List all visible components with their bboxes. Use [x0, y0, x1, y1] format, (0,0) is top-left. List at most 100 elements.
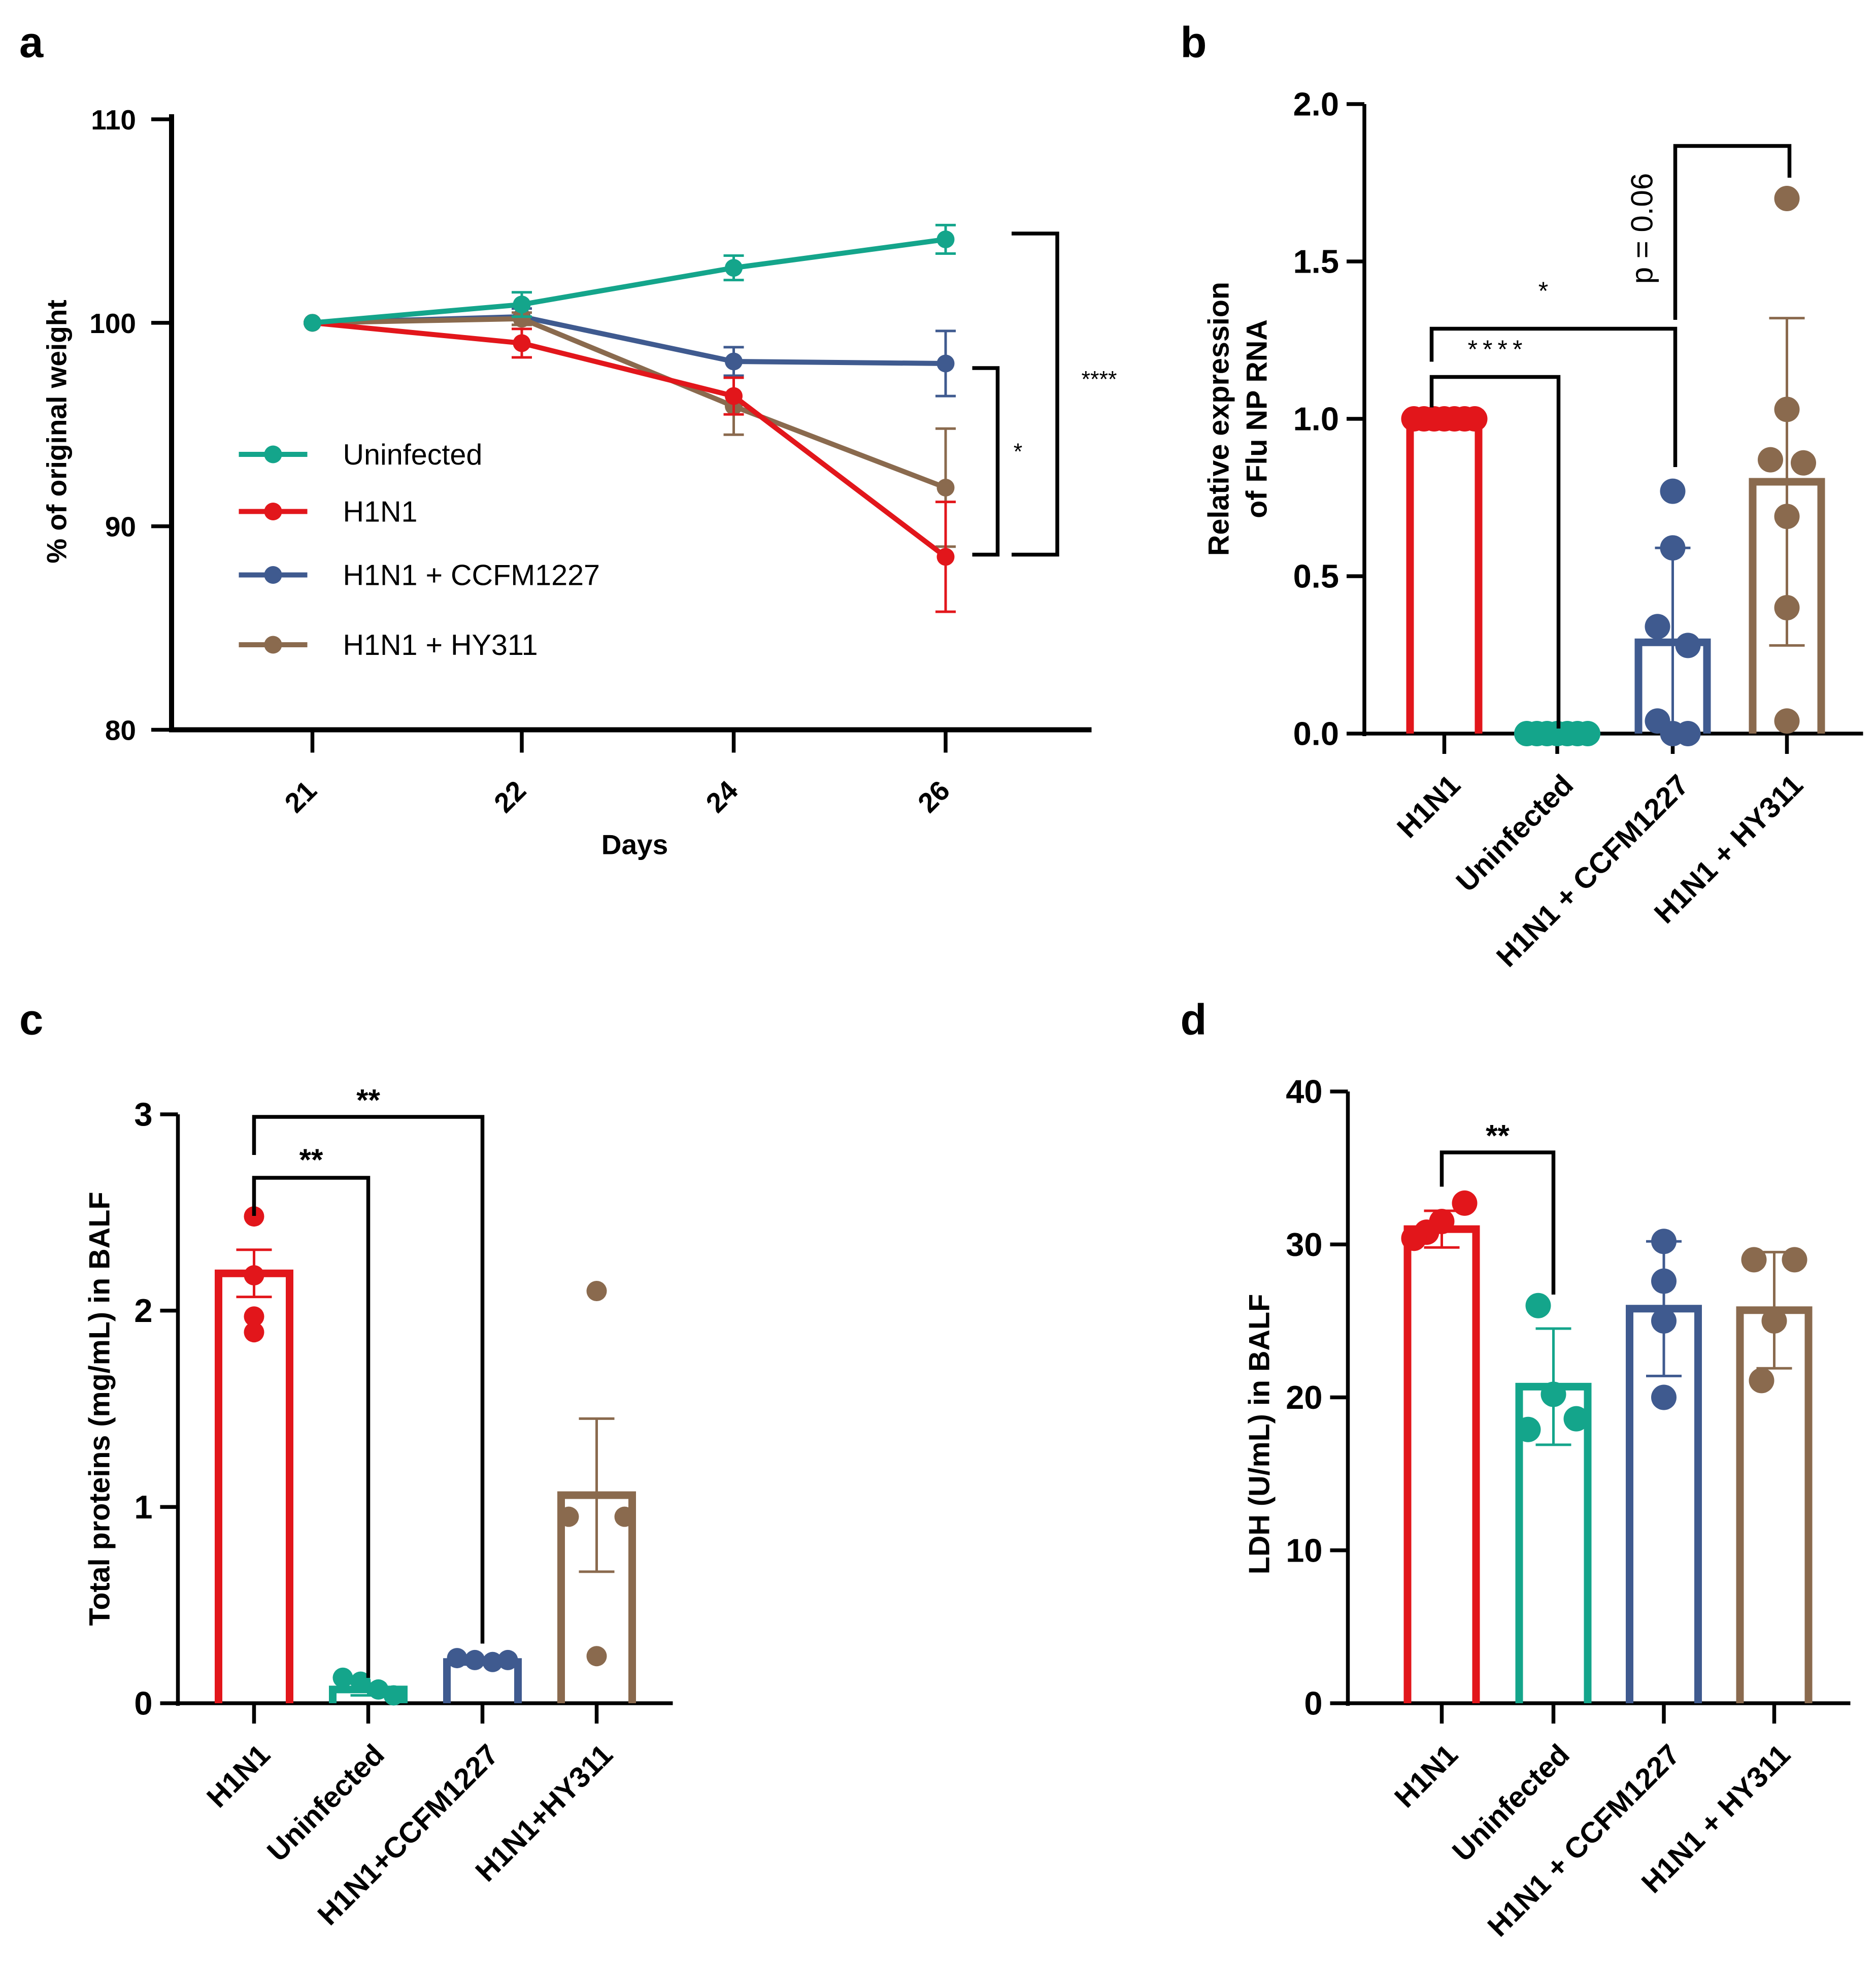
- data-point: [513, 334, 531, 352]
- y-axis-label: of Flu NP RNA: [1241, 319, 1274, 518]
- significance-bracket: [252, 1176, 371, 1678]
- y-tick-label: 0.0: [1293, 715, 1339, 752]
- data-point: [482, 1651, 503, 1672]
- data-point: [497, 1649, 518, 1670]
- legend-label: H1N1 + CCFM1227: [343, 559, 600, 592]
- data-point: [244, 1322, 264, 1343]
- legend-marker: [264, 503, 282, 520]
- data-point: [1452, 1190, 1478, 1216]
- series-line-1: [312, 320, 948, 559]
- data-point: [1660, 535, 1686, 561]
- legend-label: H1N1: [343, 496, 418, 528]
- data-point: [350, 1671, 371, 1692]
- data-point: [513, 310, 531, 328]
- y-tick-label: 100: [89, 308, 136, 339]
- legend-label: H1N1 + HY311: [343, 629, 538, 661]
- x-tick-label: H1N1 + CCFM1227: [1490, 769, 1695, 973]
- y-tick-label: 0: [1304, 1685, 1322, 1722]
- data-point: [1675, 721, 1701, 746]
- x-tick-label: 21: [279, 775, 323, 819]
- y-tick-label: 0.5: [1293, 558, 1339, 595]
- data-point: [1749, 1368, 1774, 1394]
- x-tick-label: Uninfected: [1450, 769, 1580, 898]
- y-tick-label: 2: [134, 1292, 152, 1329]
- data-point: [1651, 1308, 1677, 1334]
- legend-marker: [264, 445, 282, 464]
- data-point: [1651, 1268, 1677, 1294]
- y-axis-label: % of original weight: [41, 300, 73, 563]
- data-point: [244, 1265, 264, 1286]
- data-point: [1675, 633, 1701, 658]
- data-point: [1563, 1406, 1589, 1432]
- y-tick-label: 1: [134, 1488, 152, 1526]
- y-axis-label: Total proteins (mg/mL) in BALF: [83, 1192, 116, 1626]
- y-tick-label: 2.0: [1293, 86, 1339, 123]
- significance-label: ****: [1468, 335, 1528, 363]
- data-point: [1774, 708, 1800, 734]
- data-point: [1651, 1229, 1677, 1254]
- data-point: [1462, 406, 1488, 432]
- significance-label: **: [1486, 1119, 1510, 1153]
- data-point: [725, 387, 743, 405]
- data-point: [586, 1646, 607, 1667]
- significance-bracket: [252, 1115, 485, 1644]
- data-point: [725, 352, 743, 371]
- data-point: [936, 548, 955, 566]
- significance-label: ****: [1081, 367, 1117, 392]
- x-tick-label: H1N1: [1388, 1738, 1464, 1814]
- data-point: [1774, 504, 1800, 530]
- y-tick-label: 10: [1286, 1532, 1322, 1569]
- data-point: [1758, 447, 1783, 473]
- y-tick-label: 1.0: [1293, 401, 1339, 438]
- data-point: [1575, 721, 1600, 746]
- data-point: [1774, 396, 1800, 422]
- data-point: [1774, 595, 1800, 620]
- x-tick-label: H1N1 + CCFM1227: [1482, 1738, 1686, 1943]
- data-point: [332, 1667, 353, 1688]
- y-tick-label: 3: [134, 1096, 152, 1133]
- significance-label: *: [1014, 439, 1023, 465]
- data-point: [936, 354, 955, 373]
- data-point: [1651, 1384, 1677, 1410]
- y-tick-label: 40: [1286, 1073, 1322, 1110]
- data-point: [1401, 1226, 1427, 1251]
- data-point: [368, 1679, 389, 1700]
- y-tick-label: 20: [1286, 1379, 1322, 1416]
- y-tick-label: 1.5: [1293, 243, 1339, 280]
- significance-label: *: [1538, 277, 1548, 305]
- data-point: [936, 479, 955, 497]
- data-point: [383, 1685, 404, 1706]
- data-point: [614, 1506, 635, 1527]
- data-point: [558, 1506, 579, 1527]
- y-axis-label: Relative expression: [1203, 282, 1235, 556]
- significance-label: **: [356, 1083, 380, 1117]
- significance-bracket: [1429, 375, 1561, 729]
- data-point: [464, 1649, 485, 1670]
- data-point: [447, 1648, 467, 1669]
- series-line-2: [312, 314, 946, 366]
- panel-label-a: a: [19, 19, 44, 67]
- panel-label-d: d: [1181, 996, 1207, 1044]
- data-point: [1761, 1308, 1787, 1334]
- x-tick-label: H1N1: [1391, 769, 1466, 844]
- legend-label: Uninfected: [343, 439, 483, 471]
- data-point: [1741, 1247, 1767, 1273]
- bar: [1403, 1225, 1480, 1703]
- significance-bracket: [972, 366, 1000, 557]
- data-point: [1791, 450, 1816, 476]
- x-tick-label: 22: [488, 775, 532, 819]
- significance-bracket: [1673, 144, 1792, 320]
- panel-label-b: b: [1181, 19, 1207, 67]
- y-tick-label: 80: [105, 715, 136, 746]
- significance-bracket: [1439, 1150, 1556, 1295]
- x-axis-label: Days: [601, 829, 668, 861]
- data-point: [1515, 1416, 1541, 1442]
- significance-label: **: [299, 1143, 323, 1177]
- significance-bracket: [1429, 326, 1678, 467]
- x-tick-label: 24: [700, 774, 744, 818]
- x-tick-label: 26: [912, 775, 956, 819]
- data-point: [1782, 1247, 1807, 1273]
- series-line-0: [312, 237, 946, 325]
- significance-bracket: [1012, 231, 1059, 557]
- data-point: [304, 314, 321, 332]
